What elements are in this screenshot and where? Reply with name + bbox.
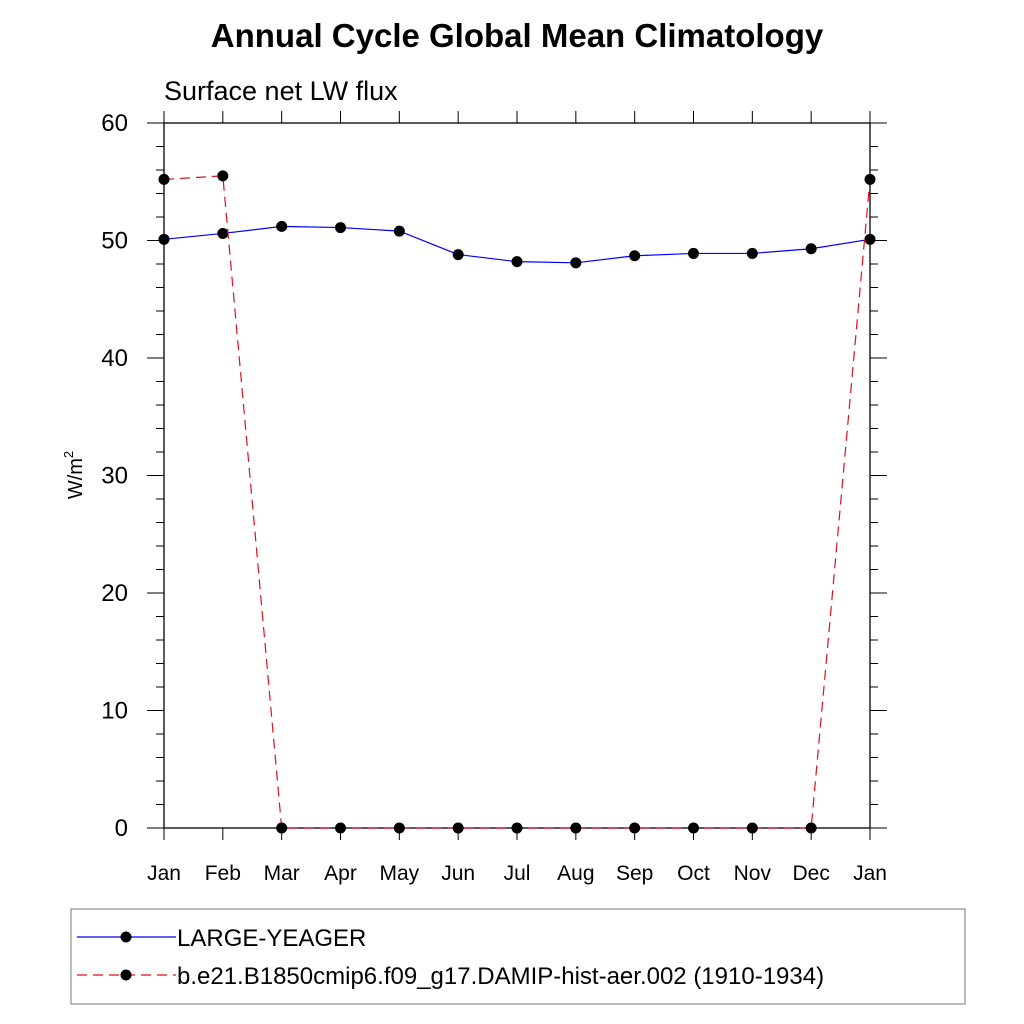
data-point — [511, 256, 523, 268]
x-tick-label: Aug — [557, 862, 594, 885]
x-tick-label: Dec — [792, 862, 829, 885]
y-axis-label-superscript: 2 — [61, 451, 76, 458]
series-2 — [158, 170, 876, 834]
data-point — [452, 249, 464, 261]
legend-item: b.e21.B1850cmip6.f09_g17.DAMIP-hist-aer.… — [77, 963, 824, 990]
legend-item: LARGE-YEAGER — [77, 925, 366, 952]
x-tick-label: Apr — [324, 862, 357, 885]
data-point — [570, 822, 582, 834]
y-tick-label: 10 — [101, 698, 128, 725]
data-point — [393, 225, 405, 237]
x-tick-label: Oct — [677, 862, 710, 885]
data-point — [688, 822, 699, 834]
data-point — [217, 227, 229, 239]
data-point — [393, 822, 405, 834]
data-point — [805, 243, 817, 255]
legend-box — [70, 908, 966, 1005]
x-tick-label: May — [379, 862, 419, 885]
series-1 — [158, 220, 876, 269]
series-line — [163, 175, 871, 829]
data-point — [805, 822, 817, 834]
data-point — [864, 173, 876, 185]
data-point — [158, 233, 170, 245]
data-point — [629, 822, 641, 834]
y-axis-label: W/m2 — [61, 451, 87, 499]
legend-marker — [120, 931, 132, 943]
x-tick-label: Jan — [147, 862, 181, 885]
data-point — [217, 170, 229, 182]
x-axis: Jan Feb Mar Apr May Jun Jul Aug Sep Oct Nov Dec Jan — [147, 111, 887, 885]
plot-border — [163, 122, 871, 829]
y-tick-label: 50 — [101, 228, 128, 255]
y-tick-label: 40 — [101, 345, 128, 372]
data-point — [570, 257, 582, 269]
y-tick-label: 30 — [101, 463, 128, 490]
data-point — [335, 222, 346, 234]
y-tick-label: 20 — [101, 580, 128, 607]
chart-title: Annual Cycle Global Mean Climatology — [211, 17, 824, 54]
y-axis-label-text: W/m — [65, 458, 87, 499]
data-point — [452, 822, 464, 834]
y-tick-label: 60 — [101, 110, 128, 137]
data-point — [276, 220, 288, 232]
series-layer — [158, 170, 876, 834]
x-tick-label: Feb — [205, 862, 241, 885]
plot-area — [163, 122, 871, 829]
legend-marker — [120, 969, 132, 981]
x-tick-label: Nov — [734, 862, 772, 885]
data-point — [629, 250, 641, 262]
data-point — [158, 173, 170, 185]
chart-subtitle: Surface net LW flux — [164, 76, 398, 106]
x-tick-label: Jul — [504, 862, 531, 885]
data-point — [511, 822, 523, 834]
data-point — [688, 247, 699, 259]
y-tick-label: 0 — [115, 815, 128, 842]
data-point — [335, 822, 346, 834]
x-tick-label: Sep — [616, 862, 653, 885]
data-point — [864, 233, 876, 245]
data-point — [746, 822, 758, 834]
x-tick-label: Jan — [853, 862, 887, 885]
legend: LARGE-YEAGER b.e21.B1850cmip6.f09_g17.DAM… — [70, 908, 966, 1005]
y-axis: 0 10 20 30 40 50 60 — [101, 110, 887, 842]
data-point — [276, 822, 288, 834]
data-point — [746, 247, 758, 259]
x-tick-label: Jun — [441, 862, 475, 885]
legend-label: b.e21.B1850cmip6.f09_g17.DAMIP-hist-aer.… — [177, 963, 824, 990]
x-tick-label: Mar — [264, 862, 300, 885]
legend-label: LARGE-YEAGER — [177, 925, 366, 952]
